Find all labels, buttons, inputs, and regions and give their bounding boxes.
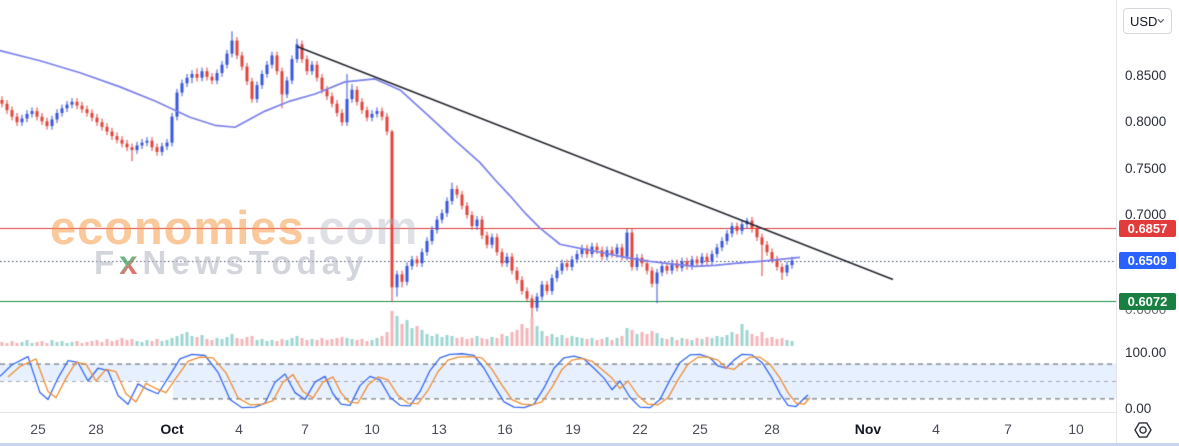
- price-badge-resistance: 0.6857: [1119, 219, 1176, 237]
- time-axis-label: 4: [932, 421, 940, 437]
- time-axis-month-label: Oct: [160, 421, 184, 437]
- time-axis-label: 28: [764, 421, 780, 437]
- time-axis-label: 7: [301, 421, 309, 437]
- time-axis-label: 16: [497, 421, 513, 437]
- time-axis-label: 19: [565, 421, 581, 437]
- time-axis-month-label: Nov: [854, 421, 882, 437]
- price-axis-label: 0.8000: [1125, 114, 1167, 130]
- time-axis-label: 25: [692, 421, 708, 437]
- price-badge-current: 0.6509: [1119, 252, 1176, 270]
- time-axis-label: 4: [235, 421, 243, 437]
- price-badge-support: 0.6072: [1119, 292, 1176, 310]
- currency-label: USD: [1130, 13, 1158, 29]
- oscillator-min-label: 0.00: [1125, 401, 1152, 416]
- price-axis[interactable]: 0.6857 0.6509 0.6072 100.00 0.00 0.8500 0…: [1116, 0, 1179, 446]
- price-scale-settings-icon[interactable]: [1132, 419, 1154, 441]
- oscillator-max-label: 100.00: [1125, 345, 1167, 360]
- price-axis-label: 0.7000: [1125, 207, 1167, 222]
- bottom-border: [0, 443, 1179, 446]
- time-axis-label: 10: [364, 421, 380, 437]
- price-chart-canvas[interactable]: [0, 0, 1116, 412]
- price-axis-label: 0.8500: [1125, 67, 1167, 83]
- chevron-down-icon: [1157, 18, 1165, 24]
- currency-dropdown[interactable]: USD: [1123, 8, 1172, 34]
- time-axis-label: 7: [1004, 421, 1012, 437]
- time-axis-label: 10: [1068, 421, 1084, 437]
- time-axis-label: 28: [88, 421, 104, 437]
- time-axis-label: 22: [632, 421, 648, 437]
- time-axis-label: 13: [431, 421, 447, 437]
- time-axis-label: 25: [30, 421, 46, 437]
- price-axis-label: 0.7500: [1125, 160, 1167, 176]
- time-axis[interactable]: 25 28 Oct 4 7 10 13 16 19 22 25 28 Nov 4 7 10: [0, 412, 1116, 444]
